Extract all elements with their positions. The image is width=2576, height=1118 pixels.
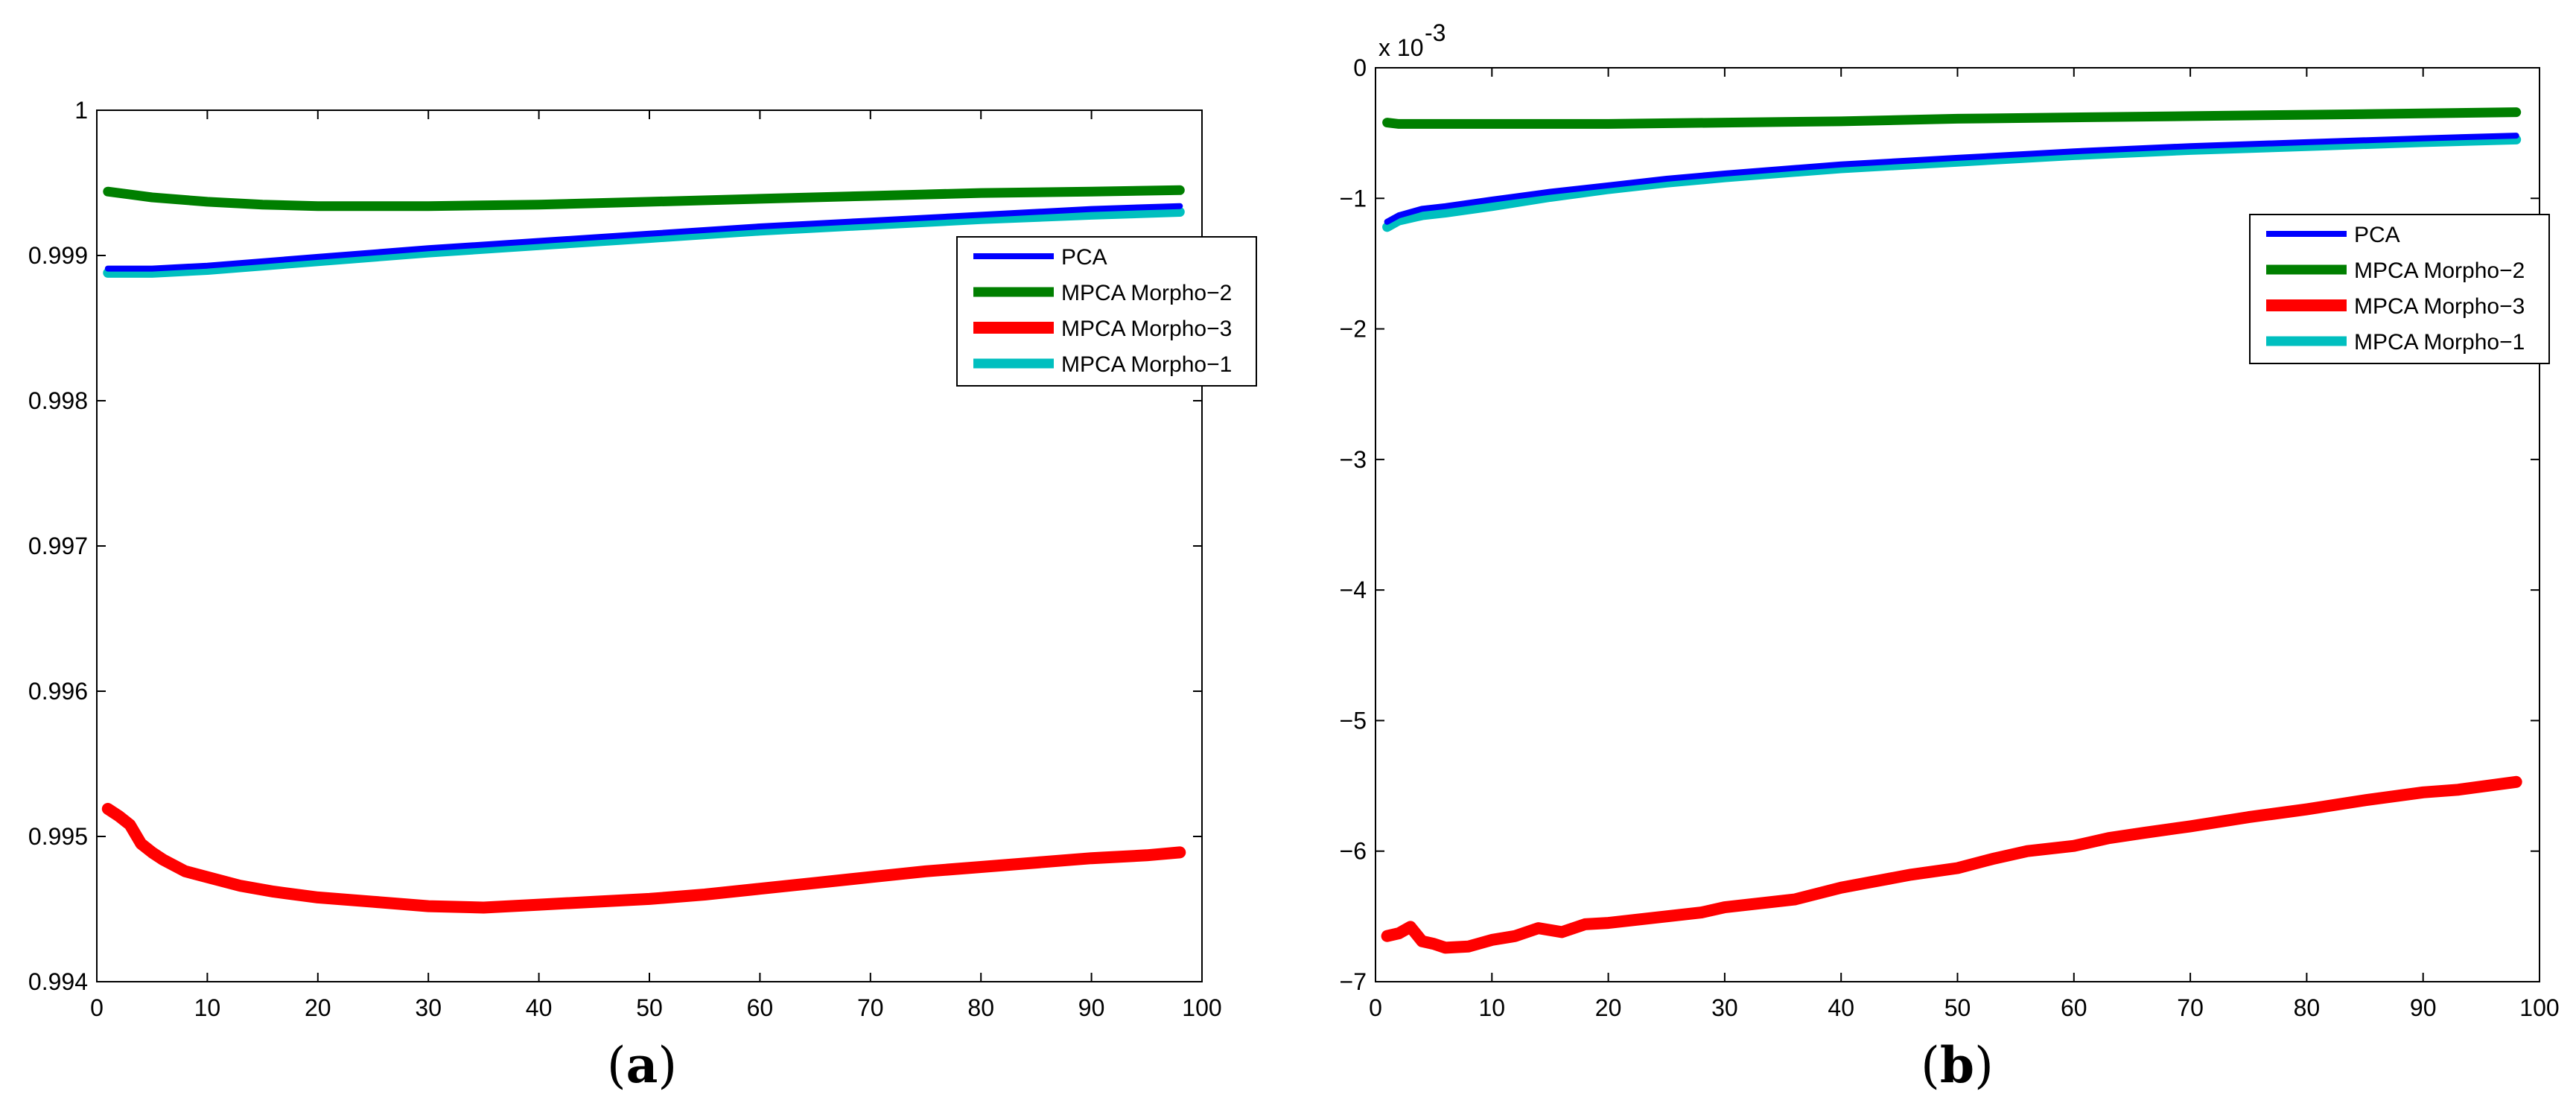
series-line-3 <box>1381 775 2522 954</box>
x-tick-label: 60 <box>747 994 774 1021</box>
x-tick-label: 10 <box>194 994 221 1021</box>
legend-label: MPCA Morpho−1 <box>1061 352 1232 377</box>
x-tick-label: 30 <box>415 994 442 1021</box>
legend-label: PCA <box>1061 245 1107 270</box>
y-tick-label: 0.998 <box>28 387 88 414</box>
y-tick-label: 1 <box>74 97 88 124</box>
series-line-4 <box>1382 134 2522 232</box>
chart-a: 0 10 20 30 40 50 60 70 80 90 100 0.994 0.995 0.996 0.9… <box>28 97 1257 1094</box>
series-line-2 <box>103 185 1185 212</box>
x-tick-label: 40 <box>1828 994 1854 1021</box>
x-tick-label: 0 <box>90 994 104 1021</box>
x-tick-label: 90 <box>1078 994 1105 1021</box>
y-tick-label: −7 <box>1340 968 1367 995</box>
y-tick-label: −2 <box>1340 316 1367 343</box>
y-tick-label: −5 <box>1340 707 1367 734</box>
x-tick-label: 0 <box>1369 994 1382 1021</box>
series-line-2 <box>1382 107 2522 129</box>
x-tick-label: 80 <box>967 994 994 1021</box>
y-tick-label: −6 <box>1340 838 1367 865</box>
legend-label: MPCA Morpho−2 <box>1061 281 1232 305</box>
legend-label: MPCA Morpho−1 <box>2354 330 2525 355</box>
y-tick-label: 0.994 <box>28 968 88 995</box>
series-line-1 <box>104 203 1183 272</box>
plot-area <box>1375 67 2540 982</box>
y-tick-label: −4 <box>1340 577 1367 603</box>
x-tick-label: 30 <box>1711 994 1738 1021</box>
y-tick-label: 0.997 <box>28 533 88 559</box>
series-line-1 <box>1384 133 2519 225</box>
x-tick-label: 10 <box>1479 994 1506 1021</box>
x-tick-label: 50 <box>1944 994 1971 1021</box>
y-tick-label: 0 <box>1353 54 1367 81</box>
x-tick-label: 100 <box>1182 994 1221 1021</box>
x-tick-label: 100 <box>2519 994 2559 1021</box>
chart-caption: (b) <box>1921 1036 1994 1094</box>
chart-b: 0 10 20 30 40 50 60 70 80 90 100 −7 −6 −5 −4 −3 −2 −1 0 x 1… <box>1340 19 2560 1094</box>
chart-caption: (a) <box>607 1036 677 1094</box>
y-tick-label: 0.999 <box>28 242 88 269</box>
legend-label: MPCA Morpho−3 <box>1061 317 1232 341</box>
x-tick-label: 50 <box>636 994 663 1021</box>
y-tick-label: −1 <box>1340 185 1367 212</box>
x-tick-label: 80 <box>2294 994 2321 1021</box>
y-exponent-power: -3 <box>1425 19 1446 46</box>
x-tick-label: 90 <box>2410 994 2437 1021</box>
y-tick-label: 0.995 <box>28 823 88 850</box>
y-tick-label: 0.996 <box>28 678 88 705</box>
legend-label: PCA <box>2354 223 2400 247</box>
x-tick-label: 40 <box>526 994 553 1021</box>
y-exponent-label: x 10 <box>1378 34 1423 61</box>
series-line-4 <box>103 207 1185 278</box>
x-tick-label: 70 <box>857 994 884 1021</box>
x-tick-label: 60 <box>2061 994 2087 1021</box>
legend-label: MPCA Morpho−2 <box>2354 258 2525 283</box>
y-tick-label: −3 <box>1340 446 1367 473</box>
x-tick-label: 20 <box>1595 994 1622 1021</box>
legend-label: MPCA Morpho−3 <box>2354 294 2525 319</box>
x-tick-label: 70 <box>2177 994 2204 1021</box>
x-tick-label: 20 <box>305 994 331 1021</box>
series-line-3 <box>101 802 1186 914</box>
